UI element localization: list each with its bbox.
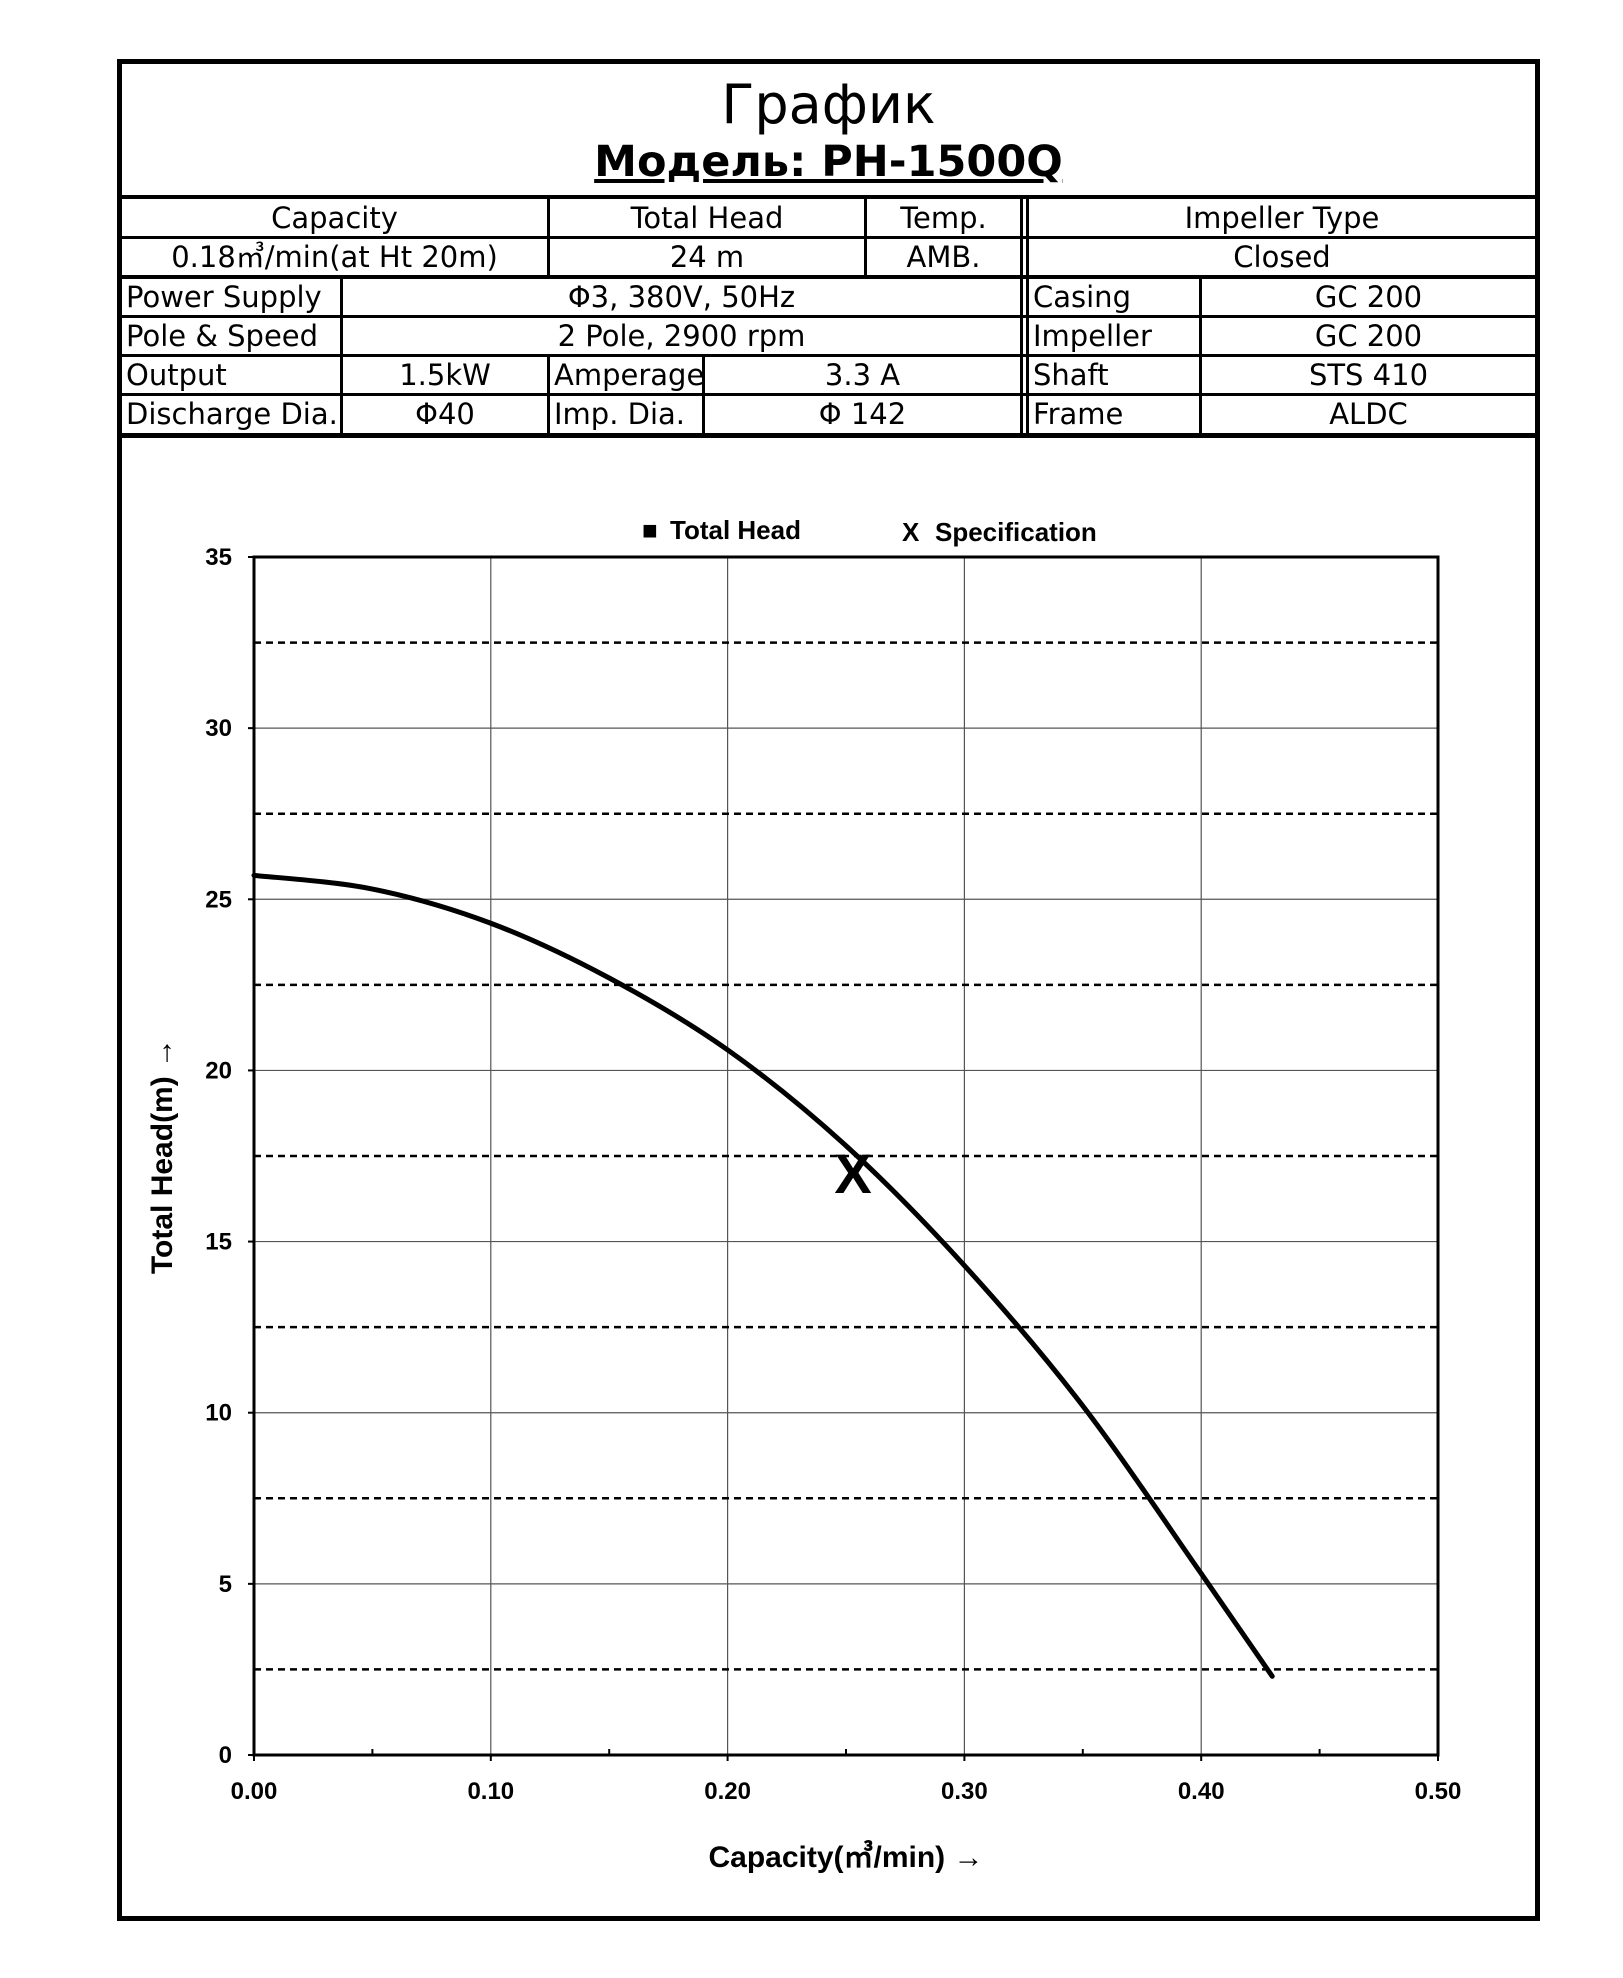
table-rule	[1020, 199, 1023, 435]
y-tick-label: 0	[219, 1742, 232, 1769]
y-tick-label: 25	[205, 886, 232, 913]
x-tick-label: 0.10	[467, 1778, 514, 1805]
power-supply-label: Power Supply	[126, 280, 322, 314]
pole-speed-label: Pole & Speed	[126, 319, 319, 353]
table-rule	[702, 356, 705, 435]
shaft-label: Shaft	[1033, 358, 1109, 392]
table-rule	[1026, 199, 1029, 435]
spec-table: Capacity Total Head Temp. Impeller Type …	[122, 199, 1535, 439]
impeller-type-value: Closed	[1233, 240, 1331, 274]
legend-label-specification: Specification	[935, 517, 1097, 547]
y-tick-label: 15	[205, 1229, 232, 1256]
table-rule	[122, 236, 1535, 239]
table-rule	[122, 275, 1535, 279]
table-rule	[122, 354, 1535, 357]
total-head-label: Total Head	[630, 201, 784, 235]
y-tick-label: 10	[205, 1400, 232, 1427]
x-tick-label: 0.30	[941, 1778, 988, 1805]
amperage-label: Amperage	[554, 358, 702, 392]
capacity-value: 0.18㎥/min(at Ht 20m)	[171, 240, 498, 274]
total-head-curve	[251, 872, 1275, 1679]
page-title: График	[721, 73, 936, 136]
output-label: Output	[126, 358, 227, 392]
output-value: 1.5kW	[399, 358, 491, 392]
table-rule	[122, 433, 1535, 438]
model-title: Модель: PH-1500Q	[594, 137, 1063, 187]
shaft-value: STS 410	[1308, 358, 1429, 392]
table-rule	[1199, 277, 1202, 435]
table-rule	[547, 356, 550, 435]
y-tick-label: 35	[205, 544, 232, 571]
table-rule	[864, 199, 867, 277]
y-axis: 0 5 10 15 20 25 30 35	[205, 544, 254, 1769]
specification-point-marker: X	[834, 1142, 871, 1205]
frame-value: ALDC	[1329, 397, 1408, 431]
capacity-label: Capacity	[271, 201, 398, 235]
frame-label: Frame	[1033, 397, 1124, 431]
amperage-value: 3.3 A	[824, 358, 901, 392]
series: X	[251, 872, 1275, 1679]
casing-value: GC 200	[1314, 280, 1423, 314]
x-tick-label: 0.40	[1178, 1778, 1225, 1805]
performance-chart: ■ Total Head X Specification 0 5 10 15 20 25 3…	[146, 515, 1462, 1874]
impeller-value: GC 200	[1314, 319, 1423, 353]
legend: ■ Total Head X Specification	[642, 515, 1097, 547]
x-tick-label: 0.00	[231, 1778, 278, 1805]
casing-label: Casing	[1033, 280, 1131, 314]
title-box: График Модель: PH-1500Q	[122, 64, 1535, 199]
legend-label-total-head: Total Head	[670, 515, 801, 545]
table-rule	[340, 277, 343, 435]
temp-value: AMB.	[906, 240, 981, 274]
impeller-label: Impeller	[1033, 319, 1152, 353]
imp-dia-label: Imp. Dia.	[554, 397, 686, 431]
y-tick-label: 5	[219, 1571, 232, 1598]
x-tick-label: 0.20	[704, 1778, 751, 1805]
imp-dia-value: Φ 142	[818, 397, 907, 431]
discharge-value: Φ40	[415, 397, 475, 431]
pole-speed-value: 2 Pole, 2900 rpm	[557, 319, 806, 353]
document-frame: График Модель: PH-1500Q Capacity Total H…	[117, 59, 1540, 1921]
legend-marker-total-head: ■	[642, 515, 658, 545]
x-tick-label: 0.50	[1415, 1778, 1462, 1805]
power-supply-value: Φ3, 380V, 50Hz	[567, 280, 796, 314]
y-axis-title: Total Head(m) →	[146, 1038, 179, 1274]
y-tick-label: 30	[205, 715, 232, 742]
table-rule	[547, 199, 550, 277]
total-head-value: 24 m	[669, 240, 745, 274]
temp-label: Temp.	[900, 201, 987, 235]
x-axis-title: Capacity(㎥/min) →	[708, 1840, 983, 1874]
table-rule	[122, 393, 1535, 396]
impeller-type-label: Impeller Type	[1184, 201, 1380, 235]
discharge-label: Discharge Dia.	[126, 397, 338, 431]
legend-marker-specification: X	[902, 517, 920, 547]
x-axis: 0.00 0.10 0.20 0.30 0.40 0.50	[231, 1749, 1462, 1805]
table-rule	[122, 315, 1535, 318]
y-tick-label: 20	[205, 1057, 232, 1084]
